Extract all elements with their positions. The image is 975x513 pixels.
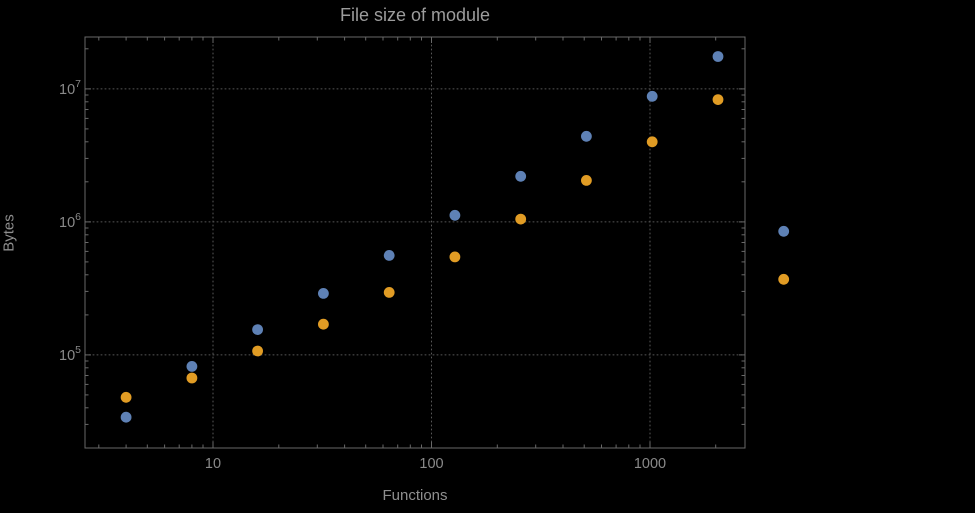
data-point-series-orange: [712, 94, 724, 105]
y-tick-label: 105: [59, 344, 81, 364]
data-point-series-blue: [120, 411, 132, 423]
plot-frame: [84, 36, 746, 449]
data-point-series-blue: [186, 361, 198, 372]
data-point-series-orange: [318, 318, 329, 330]
x-axis-label: Functions: [382, 487, 448, 504]
data-point-series-orange: [449, 251, 461, 263]
data-point-series-orange: [252, 345, 263, 357]
data-point-series-orange: [120, 391, 132, 403]
y-tick-label: 107: [59, 78, 81, 98]
y-tick-label: 106: [59, 211, 81, 231]
x-tick-label: 1000: [634, 456, 666, 472]
data-point-series-orange: [515, 213, 527, 225]
data-point-series-blue: [778, 225, 790, 237]
chart-title: File size of module: [339, 5, 491, 25]
x-tick-label: 100: [419, 456, 443, 472]
data-point-series-blue: [646, 90, 658, 102]
data-point-series-blue: [515, 170, 527, 182]
data-point-series-blue: [318, 288, 329, 299]
data-point-series-orange: [581, 175, 592, 186]
data-point-series-orange: [778, 273, 790, 285]
data-point-series-orange: [383, 287, 395, 298]
data-point-series-blue: [383, 250, 395, 261]
data-point-series-blue: [252, 324, 263, 335]
data-point-series-blue: [581, 130, 592, 142]
data-point-series-orange: [646, 136, 658, 148]
data-point-series-orange: [186, 372, 198, 384]
data-point-series-blue: [712, 51, 724, 62]
x-tick-label: 10: [205, 456, 221, 472]
data-point-series-blue: [449, 209, 461, 221]
